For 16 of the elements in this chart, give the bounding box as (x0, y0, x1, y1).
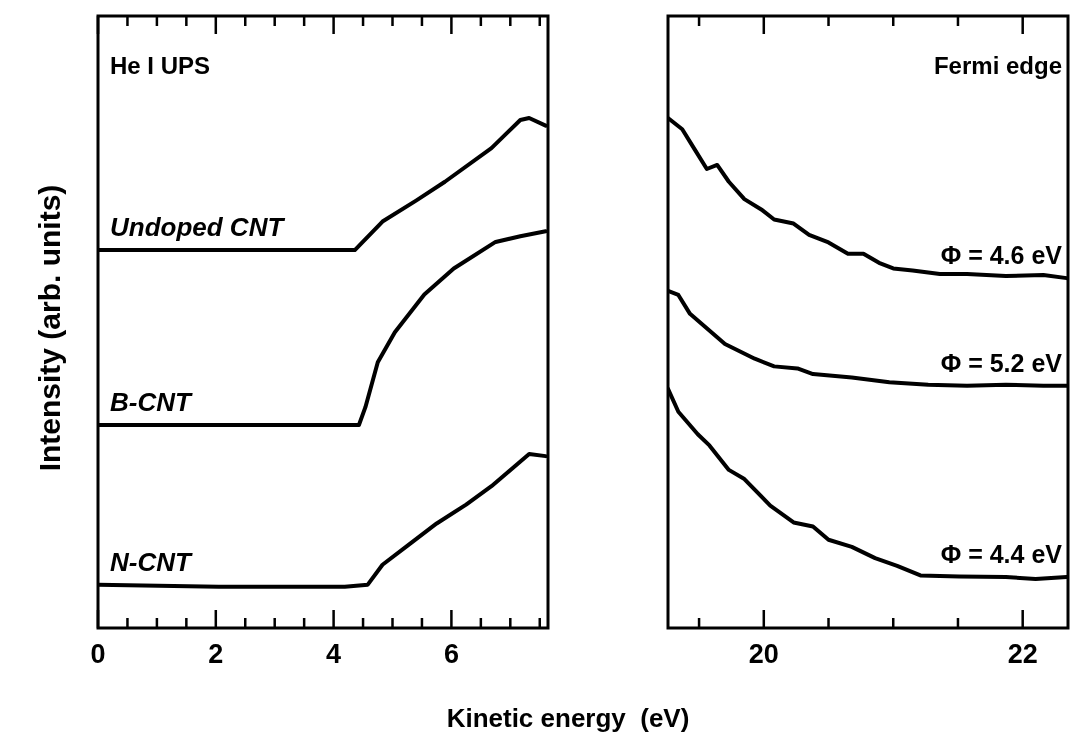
series-label: Φ = 5.2 eV (940, 348, 1063, 377)
text: Fermi edge (933, 52, 1062, 79)
series-label: Undoped CNT (110, 212, 286, 243)
x-tick-label: 2 (208, 638, 224, 669)
y-axis-title: Intensity (arb. units) (33, 184, 67, 472)
x-tick-label: 0 (90, 638, 106, 669)
series-label: B-CNT (110, 387, 193, 418)
x-axis-title: Kinetic energy (eV) (446, 703, 690, 734)
x-tick-label: 6 (443, 638, 459, 669)
series-label: N-CNT (110, 546, 193, 577)
series-label: Φ = 4.6 eV (940, 241, 1063, 270)
x-tick-label: 20 (748, 638, 779, 669)
text: He I UPS (110, 52, 211, 79)
series-label: Φ = 4.4 eV (940, 540, 1063, 568)
x-tick-label: 22 (1007, 638, 1038, 669)
x-tick-label: 4 (326, 638, 342, 669)
